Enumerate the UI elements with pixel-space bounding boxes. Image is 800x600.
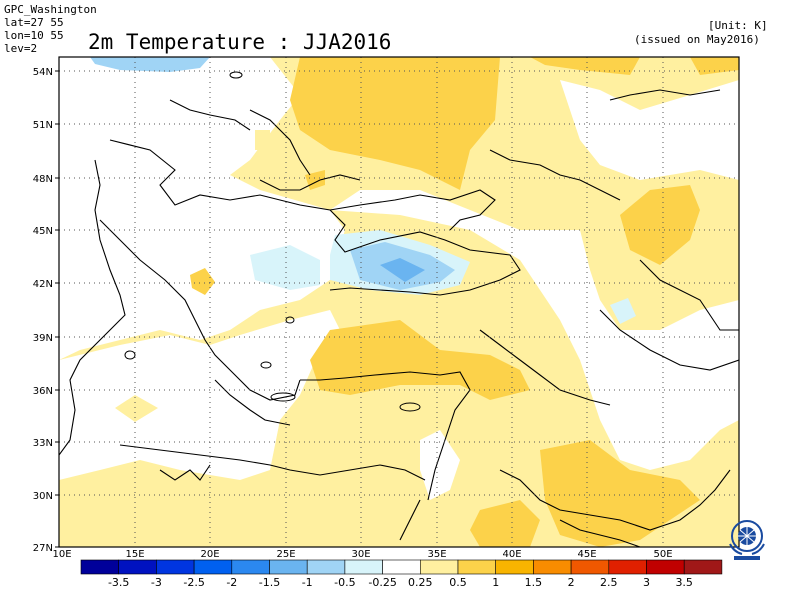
- lat-label: 33N: [33, 438, 53, 449]
- lat-label: 39N: [33, 333, 53, 344]
- colorbar-swatch: [570, 559, 610, 575]
- colorbar-label: 1.5: [525, 576, 543, 589]
- wmo-emblem-icon: [729, 520, 765, 560]
- unit-label: [Unit: K]: [708, 19, 768, 32]
- colorbar-swatch: [306, 559, 346, 575]
- colorbar-label: -3: [151, 576, 162, 589]
- colorbar-swatch: [419, 559, 459, 575]
- colorbar-swatch: [533, 559, 572, 575]
- colorbar-label: 3: [643, 576, 650, 589]
- map-title: 2m Temperature : JJA2016: [88, 30, 392, 54]
- lat-label: 27N: [33, 543, 53, 554]
- colorbar-labels: -3.5 -3 -2.5 -2 -1.5 -1 -0.5 -0.25 0.25 0.5 1 1.5 2 2…: [108, 576, 693, 589]
- colorbar-label: -1.5: [259, 576, 280, 589]
- colorbar-swatch: [683, 559, 723, 575]
- lon-range-label: lon=10 55: [4, 29, 64, 42]
- lon-label: 25E: [276, 549, 295, 560]
- colorbar-label: 0.5: [449, 576, 467, 589]
- lat-label: 48N: [33, 174, 53, 185]
- lon-label: 40E: [502, 549, 521, 560]
- lon-label: 10E: [52, 549, 71, 560]
- colorbar-label: 1: [492, 576, 499, 589]
- colorbar-swatch: [156, 559, 195, 575]
- colorbar-swatch: [344, 559, 383, 575]
- colorbar-label: -0.5: [334, 576, 355, 589]
- colorbar-swatch: [193, 559, 233, 575]
- colorbar-swatch: [646, 559, 685, 575]
- colorbar-label: -3.5: [108, 576, 129, 589]
- colorbar-swatch: [80, 559, 120, 575]
- lat-label: 36N: [33, 386, 53, 397]
- lat-label: 42N: [33, 279, 53, 290]
- anomaly-field: [59, 57, 739, 547]
- colorbar-swatch: [457, 559, 497, 575]
- lon-label: 35E: [427, 549, 446, 560]
- source-label: GPC_Washington: [4, 3, 97, 16]
- lon-label: 50E: [653, 549, 672, 560]
- colorbar-label: -2.5: [183, 576, 204, 589]
- map-frame: [58, 56, 740, 548]
- issued-label: (issued on May2016): [634, 33, 760, 46]
- colorbar-swatch: [495, 559, 534, 575]
- level-label: lev=2: [4, 42, 38, 55]
- colorbar-swatch: [269, 559, 308, 575]
- colorbar-swatch: [118, 559, 157, 575]
- colorbar-label: -0.25: [368, 576, 396, 589]
- lat-label: 30N: [33, 491, 53, 502]
- colorbar-label: 2.5: [600, 576, 618, 589]
- colorbar-label: -2: [226, 576, 237, 589]
- colorbar-label: 0.25: [408, 576, 433, 589]
- lon-label: 20E: [200, 549, 219, 560]
- lon-label: 15E: [125, 549, 144, 560]
- lon-label: 30E: [351, 549, 370, 560]
- colorbar-label: 2: [568, 576, 575, 589]
- colorbar-swatch: [231, 559, 270, 575]
- colorbar-swatch: [382, 559, 421, 575]
- lat-label: 54N: [33, 67, 53, 78]
- lat-label: 45N: [33, 226, 53, 237]
- lat-label: 51N: [33, 120, 53, 131]
- colorbar-label: -1: [302, 576, 313, 589]
- lon-label: 45E: [577, 549, 596, 560]
- colorbar: [80, 559, 723, 575]
- lat-range-label: lat=27 55: [4, 16, 64, 29]
- colorbar-swatch: [608, 559, 647, 575]
- colorbar-label: 3.5: [675, 576, 693, 589]
